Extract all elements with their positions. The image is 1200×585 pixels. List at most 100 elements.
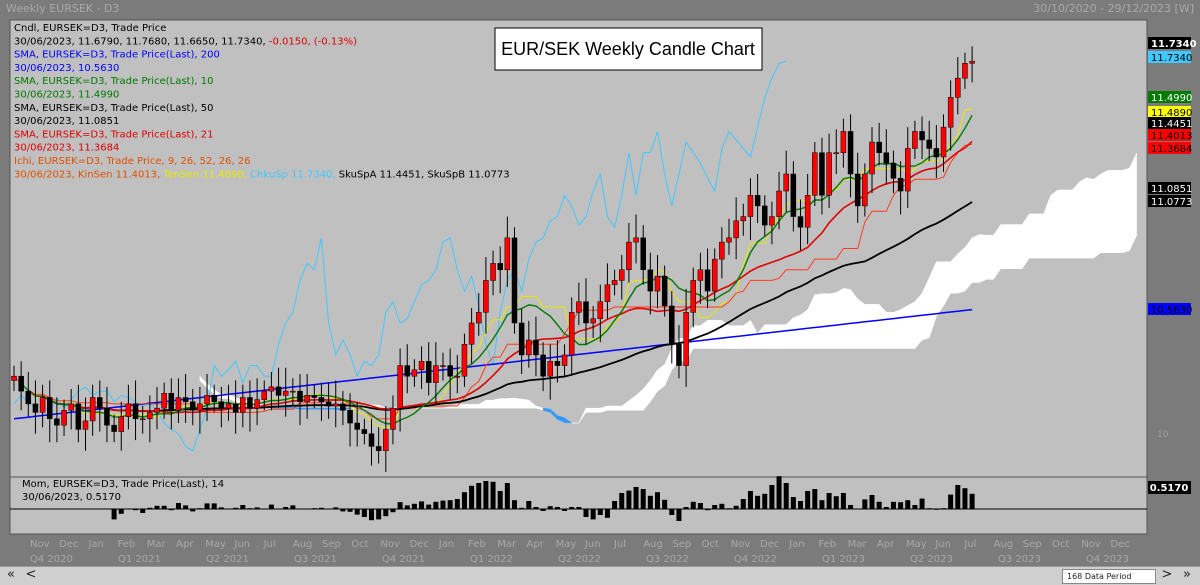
candle-body[interactable] <box>540 354 546 377</box>
candle-body[interactable] <box>390 407 396 430</box>
candle-body[interactable] <box>733 220 739 239</box>
candle-body[interactable] <box>547 361 553 377</box>
candle-body[interactable] <box>154 407 160 413</box>
candle-body[interactable] <box>711 258 718 292</box>
candle-body[interactable] <box>533 339 539 356</box>
candle-body[interactable] <box>304 395 310 403</box>
candle-body[interactable] <box>633 237 639 243</box>
candle-body[interactable] <box>526 339 532 356</box>
candle-body[interactable] <box>89 397 96 422</box>
candle-body[interactable] <box>476 312 482 324</box>
candle-body[interactable] <box>783 173 789 192</box>
candle-body[interactable] <box>11 375 17 381</box>
candle-body[interactable] <box>175 397 182 411</box>
candle-body[interactable] <box>769 216 775 226</box>
candle-body[interactable] <box>762 205 768 226</box>
candle-body[interactable] <box>955 77 961 98</box>
candle-body[interactable] <box>661 275 668 307</box>
candle-body[interactable] <box>640 237 646 271</box>
candle-body[interactable] <box>254 399 260 409</box>
candle-body[interactable] <box>511 237 518 324</box>
candle-body[interactable] <box>483 280 489 313</box>
candle-body[interactable] <box>25 390 32 405</box>
candle-body[interactable] <box>340 403 346 411</box>
candle-body[interactable] <box>683 312 689 366</box>
candle-body[interactable] <box>447 365 453 377</box>
candle-body[interactable] <box>204 395 210 405</box>
candle-body[interactable] <box>826 152 832 196</box>
candle-body[interactable] <box>425 361 432 383</box>
candle-body[interactable] <box>397 365 403 409</box>
candle-body[interactable] <box>883 152 890 164</box>
candle-body[interactable] <box>375 446 382 451</box>
candle-body[interactable] <box>876 141 882 153</box>
candle-body[interactable] <box>840 131 847 153</box>
candle-body[interactable] <box>232 403 239 413</box>
candle-body[interactable] <box>190 401 196 411</box>
candle-body[interactable] <box>669 305 675 345</box>
candle-body[interactable] <box>383 429 389 451</box>
candle-body[interactable] <box>61 410 67 426</box>
candle-body[interactable] <box>862 173 868 207</box>
candle-body[interactable] <box>847 131 854 175</box>
candle-body[interactable] <box>583 301 589 324</box>
candle-body[interactable] <box>797 216 804 228</box>
candle-body[interactable] <box>433 365 439 383</box>
candle-body[interactable] <box>347 410 353 424</box>
candle-body[interactable] <box>461 344 468 377</box>
candle-body[interactable] <box>504 237 511 271</box>
candle-body[interactable] <box>897 178 904 192</box>
candle-body[interactable] <box>740 216 747 222</box>
candle-body[interactable] <box>111 424 117 432</box>
candle-body[interactable] <box>561 354 568 366</box>
candle-body[interactable] <box>275 386 282 396</box>
candle-body[interactable] <box>869 141 875 175</box>
candle-body[interactable] <box>804 195 811 228</box>
scroll-prev-button[interactable]: < <box>25 567 37 582</box>
scroll-first-button[interactable]: « <box>7 567 15 582</box>
candle-body[interactable] <box>418 361 425 371</box>
candle-body[interactable] <box>454 375 461 378</box>
candle-body[interactable] <box>969 60 975 64</box>
candle-body[interactable] <box>468 322 475 345</box>
candle-body[interactable] <box>626 241 632 271</box>
candle-body[interactable] <box>854 173 861 207</box>
candle-body[interactable] <box>333 403 339 407</box>
candle-body[interactable] <box>75 403 82 430</box>
candle-body[interactable] <box>168 392 175 411</box>
candle-body[interactable] <box>647 269 654 292</box>
candle-body[interactable] <box>754 195 761 207</box>
candle-body[interactable] <box>132 403 139 420</box>
candle-body[interactable] <box>597 301 604 319</box>
candle-body[interactable] <box>912 131 918 149</box>
candle-body[interactable] <box>518 322 525 356</box>
candle-body[interactable] <box>497 263 503 271</box>
candle-body[interactable] <box>268 386 275 392</box>
candle-body[interactable] <box>147 412 153 420</box>
candle-body[interactable] <box>32 403 39 413</box>
candle-body[interactable] <box>404 365 410 377</box>
candle-body[interactable] <box>926 139 932 149</box>
candle-body[interactable] <box>619 269 625 281</box>
candle-body[interactable] <box>590 318 596 324</box>
candle-body[interactable] <box>905 148 911 192</box>
candle-body[interactable] <box>411 369 418 377</box>
candle-body[interactable] <box>568 312 575 356</box>
candle-body[interactable] <box>247 397 253 409</box>
candle-body[interactable] <box>354 422 360 430</box>
candle-body[interactable] <box>947 97 954 128</box>
scroll-last-button[interactable]: » <box>1183 567 1191 582</box>
candle-body[interactable] <box>18 375 24 392</box>
candle-body[interactable] <box>790 173 797 217</box>
candle-body[interactable] <box>919 131 925 141</box>
chart-area[interactable]: Cndl, EURSEK=D3, Trade Price 30/06/2023, … <box>0 17 1200 536</box>
candle-body[interactable] <box>368 433 375 447</box>
candle-body[interactable] <box>182 397 189 403</box>
candle-body[interactable] <box>490 263 496 281</box>
candle-body[interactable] <box>776 190 782 217</box>
candle-body[interactable] <box>611 280 618 285</box>
candle-body[interactable] <box>676 344 682 366</box>
candle-body[interactable] <box>211 395 217 403</box>
candle-body[interactable] <box>218 401 225 409</box>
candle-body[interactable] <box>311 395 318 398</box>
